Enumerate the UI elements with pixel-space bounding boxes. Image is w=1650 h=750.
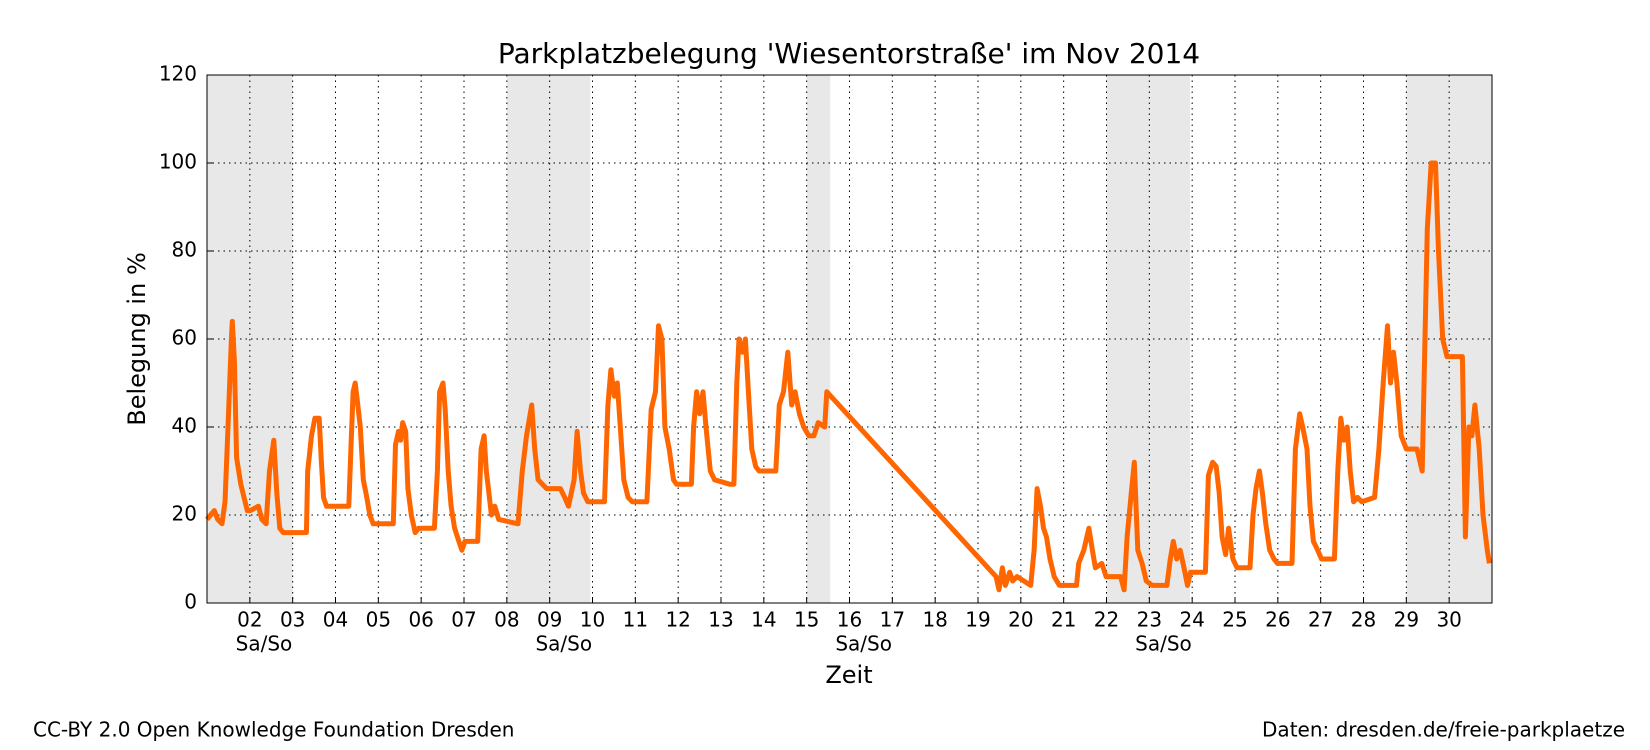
x-tick-label: 15 — [794, 608, 819, 632]
data-line — [205, 160, 1492, 593]
annotation: Sa/So — [835, 632, 892, 656]
x-tick-label: 24 — [1179, 608, 1204, 632]
x-tick-label: 22 — [1094, 608, 1119, 632]
y-tick-label: 80 — [172, 238, 197, 262]
x-tick-label: 12 — [665, 608, 690, 632]
x-tick-label: 28 — [1351, 608, 1376, 632]
x-tick-label: 14 — [751, 608, 776, 632]
x-tick-label: 21 — [1051, 608, 1076, 632]
y-tick-label: 60 — [172, 326, 197, 350]
x-tick-label: 17 — [880, 608, 905, 632]
y-tick-label: 100 — [159, 150, 197, 174]
x-tick-label: 06 — [408, 608, 433, 632]
x-tick-label: 25 — [1222, 608, 1247, 632]
x-tick-label: 03 — [280, 608, 305, 632]
y-tick-label: 20 — [172, 502, 197, 526]
x-tick-label: 04 — [323, 608, 348, 632]
annotation: Sa/So — [236, 632, 293, 656]
x-tick-label: 29 — [1394, 608, 1419, 632]
plot-frame — [206, 74, 1493, 604]
x-tick-label: 18 — [922, 608, 947, 632]
x-tick-label: 11 — [623, 608, 648, 632]
x-tick-label: 07 — [451, 608, 476, 632]
x-tick-label: 26 — [1265, 608, 1290, 632]
x-tick-label: 09 — [537, 608, 562, 632]
x-tick-label: 16 — [837, 608, 862, 632]
footer-right: Daten: dresden.de/freie-parkplaetze — [1262, 718, 1625, 742]
x-tick-label: 08 — [494, 608, 519, 632]
chart-title: Parkplatzbelegung 'Wiesentorstraße' im N… — [498, 37, 1200, 70]
annotation: Sa/So — [535, 632, 592, 656]
x-tick-label: 27 — [1308, 608, 1333, 632]
x-tick-label: 02 — [237, 608, 262, 632]
annotation: Sa/So — [1135, 632, 1192, 656]
x-tick-label: 19 — [965, 608, 990, 632]
x-axis-label: Zeit — [825, 661, 872, 689]
y-tick-label: 0 — [184, 590, 197, 614]
footer-left: CC-BY 2.0 Open Knowledge Foundation Dres… — [33, 718, 514, 742]
x-tick-label: 23 — [1137, 608, 1162, 632]
y-tick-label: 40 — [172, 414, 197, 438]
x-tick-label: 20 — [1008, 608, 1033, 632]
x-tick-label: 10 — [580, 608, 605, 632]
x-tick-label: 30 — [1436, 608, 1461, 632]
x-tick-label: 13 — [708, 608, 733, 632]
x-tick-label: 05 — [366, 608, 391, 632]
y-axis-label: Belegung in % — [123, 252, 151, 426]
y-tick-label: 120 — [159, 62, 197, 86]
